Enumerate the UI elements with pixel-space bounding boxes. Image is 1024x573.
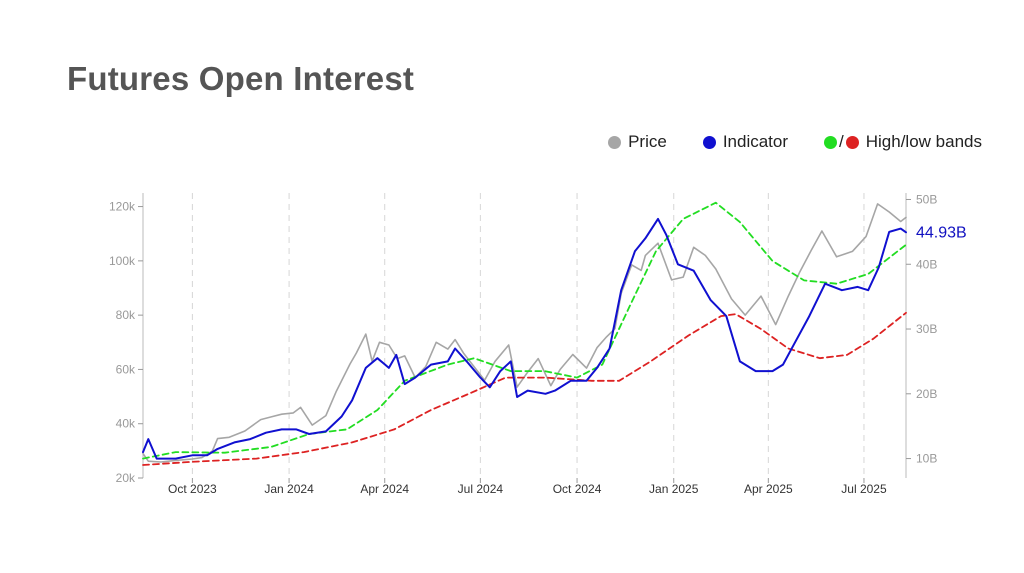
legend-label-price: Price bbox=[628, 132, 667, 151]
y-left-tick-label: 120k bbox=[109, 200, 136, 214]
y-left-tick-label: 40k bbox=[116, 417, 136, 431]
x-tick-label: Jul 2025 bbox=[841, 482, 887, 496]
legend-item-indicator[interactable]: Indicator bbox=[702, 132, 789, 152]
x-tick-label: Jul 2024 bbox=[458, 482, 504, 496]
y-left-tick-label: 80k bbox=[116, 308, 136, 322]
y-right-tick-label: 10B bbox=[916, 452, 937, 466]
series-line-price bbox=[142, 203, 907, 463]
price-dot-icon bbox=[608, 135, 622, 149]
y-right-tick-label: 40B bbox=[916, 257, 937, 271]
indicator-dot-icon bbox=[702, 135, 716, 149]
low-band-dot-icon bbox=[845, 135, 859, 149]
legend-item-bands[interactable]: / High/low bands bbox=[824, 132, 982, 152]
x-tick-label: Apr 2025 bbox=[744, 482, 793, 496]
y-right-tick-label: 30B bbox=[916, 322, 937, 336]
x-tick-label: Jan 2025 bbox=[649, 482, 699, 496]
y-left-tick-label: 20k bbox=[116, 471, 136, 485]
y-left-tick-label: 100k bbox=[109, 254, 136, 268]
series-line-high-band bbox=[142, 201, 907, 460]
high-band-dot-icon bbox=[824, 135, 838, 149]
chart-legend: Price Indicator / High/low bands bbox=[608, 132, 982, 152]
x-tick-label: Oct 2024 bbox=[553, 482, 602, 496]
legend-label-bands: High/low bands bbox=[865, 132, 982, 151]
legend-item-price[interactable]: Price bbox=[608, 132, 667, 152]
series-line-low-band bbox=[142, 311, 907, 466]
legend-bands-separator: / bbox=[839, 132, 844, 151]
x-tick-label: Apr 2024 bbox=[360, 482, 409, 496]
chart-title: Futures Open Interest bbox=[67, 60, 415, 97]
legend-label-indicator: Indicator bbox=[722, 132, 789, 151]
y-right-tick-label: 20B bbox=[916, 387, 937, 401]
x-tick-label: Jan 2024 bbox=[264, 482, 314, 496]
series-line-indicator bbox=[142, 217, 907, 460]
y-right-tick-label: 50B bbox=[916, 192, 937, 206]
x-tick-label: Oct 2023 bbox=[168, 482, 217, 496]
y-left-tick-label: 60k bbox=[116, 362, 136, 376]
last-value-label: 44.93B bbox=[916, 224, 967, 241]
